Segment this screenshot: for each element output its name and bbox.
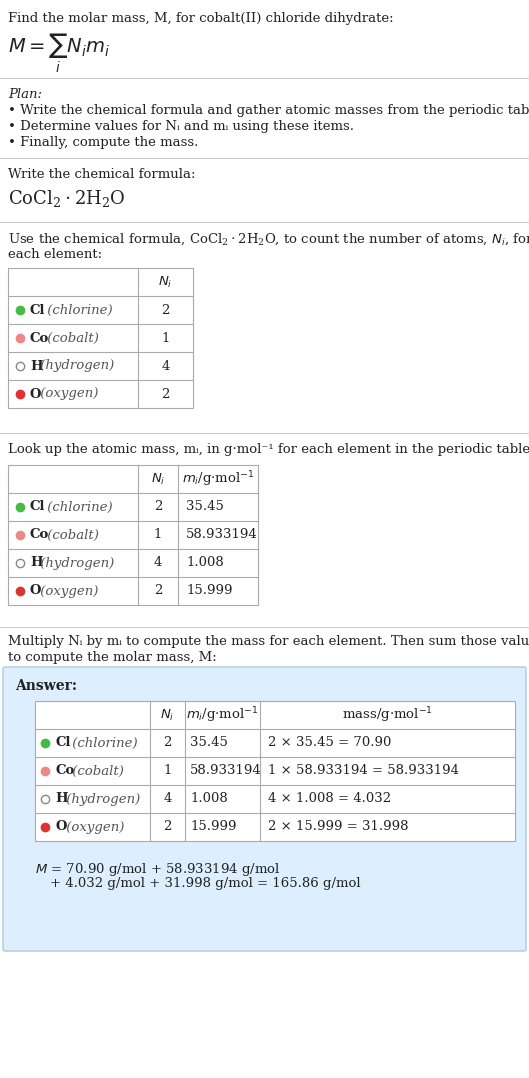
Text: each element:: each element: xyxy=(8,248,102,261)
Text: $M$ = 70.90 g/mol + 58.933194 g/mol: $M$ = 70.90 g/mol + 58.933194 g/mol xyxy=(35,861,280,877)
Text: H: H xyxy=(30,359,43,373)
Text: 58.933194: 58.933194 xyxy=(186,528,258,541)
Text: (hydrogen): (hydrogen) xyxy=(37,359,115,373)
Text: 2: 2 xyxy=(163,736,172,749)
Text: (hydrogen): (hydrogen) xyxy=(37,556,115,569)
Text: (cobalt): (cobalt) xyxy=(43,332,99,345)
Text: Co: Co xyxy=(30,332,49,345)
Text: Cl: Cl xyxy=(30,304,45,317)
Text: 58.933194: 58.933194 xyxy=(190,764,262,777)
Text: • Write the chemical formula and gather atomic masses from the periodic table.: • Write the chemical formula and gather … xyxy=(8,103,529,118)
Text: 1.008: 1.008 xyxy=(186,556,224,569)
Text: Co: Co xyxy=(55,764,74,777)
Text: $N_i$: $N_i$ xyxy=(160,707,175,722)
Bar xyxy=(8,268,193,407)
Text: + 4.032 g/mol + 31.998 g/mol = 165.86 g/mol: + 4.032 g/mol + 31.998 g/mol = 165.86 g/… xyxy=(50,877,361,890)
Bar xyxy=(35,701,515,841)
Text: • Finally, compute the mass.: • Finally, compute the mass. xyxy=(8,136,198,149)
Text: Co: Co xyxy=(30,528,49,541)
Text: 2: 2 xyxy=(163,820,172,833)
Bar xyxy=(8,465,258,605)
Text: 4: 4 xyxy=(161,359,170,373)
Text: (chlorine): (chlorine) xyxy=(68,736,138,749)
Text: Look up the atomic mass, mᵢ, in g·mol⁻¹ for each element in the periodic table:: Look up the atomic mass, mᵢ, in g·mol⁻¹ … xyxy=(8,443,529,456)
Text: (chlorine): (chlorine) xyxy=(43,304,113,317)
Text: Multiply Nᵢ by mᵢ to compute the mass for each element. Then sum those values to: Multiply Nᵢ by mᵢ to compute the mass fo… xyxy=(8,635,529,648)
Text: H: H xyxy=(55,792,68,805)
Text: 2: 2 xyxy=(161,304,170,317)
Text: to compute the molar mass, M:: to compute the molar mass, M: xyxy=(8,651,217,664)
Text: (hydrogen): (hydrogen) xyxy=(61,792,140,805)
Text: O: O xyxy=(30,387,41,401)
Text: 1 × 58.933194 = 58.933194: 1 × 58.933194 = 58.933194 xyxy=(268,764,459,777)
Text: $\mathregular{CoCl_2 \cdot 2H_2O}$: $\mathregular{CoCl_2 \cdot 2H_2O}$ xyxy=(8,188,125,209)
Text: 2: 2 xyxy=(154,584,162,597)
Text: 1: 1 xyxy=(154,528,162,541)
Text: 2: 2 xyxy=(154,500,162,513)
Text: $m_i$/g·mol$^{-1}$: $m_i$/g·mol$^{-1}$ xyxy=(186,705,259,724)
Text: Cl: Cl xyxy=(30,500,45,513)
Text: 2: 2 xyxy=(161,387,170,401)
Text: 4 × 1.008 = 4.032: 4 × 1.008 = 4.032 xyxy=(268,792,391,805)
Text: 4: 4 xyxy=(163,792,172,805)
Text: Cl: Cl xyxy=(55,736,70,749)
Text: 15.999: 15.999 xyxy=(190,820,236,833)
Text: 35.45: 35.45 xyxy=(190,736,228,749)
Text: 2 × 15.999 = 31.998: 2 × 15.999 = 31.998 xyxy=(268,820,408,833)
Text: (cobalt): (cobalt) xyxy=(43,528,99,541)
Text: O: O xyxy=(55,820,67,833)
Text: 4: 4 xyxy=(154,556,162,569)
Text: mass/g·mol$^{-1}$: mass/g·mol$^{-1}$ xyxy=(342,705,433,724)
Text: Answer:: Answer: xyxy=(15,679,77,693)
Text: 2 × 35.45 = 70.90: 2 × 35.45 = 70.90 xyxy=(268,736,391,749)
Text: Use the chemical formula, $\mathregular{CoCl_2 \cdot 2H_2O}$, to count the numbe: Use the chemical formula, $\mathregular{… xyxy=(8,232,529,248)
Text: Find the molar mass, M, for cobalt(II) chloride dihydrate:: Find the molar mass, M, for cobalt(II) c… xyxy=(8,12,394,25)
Text: (oxygen): (oxygen) xyxy=(37,387,99,401)
Text: 35.45: 35.45 xyxy=(186,500,224,513)
Text: $M = \sum_i N_i m_i$: $M = \sum_i N_i m_i$ xyxy=(8,32,110,75)
Text: 15.999: 15.999 xyxy=(186,584,233,597)
Text: O: O xyxy=(30,584,41,597)
Text: $N_i$: $N_i$ xyxy=(151,471,165,486)
Text: $N_i$: $N_i$ xyxy=(158,275,173,290)
Text: 1: 1 xyxy=(163,764,172,777)
Text: (cobalt): (cobalt) xyxy=(68,764,124,777)
Text: 1: 1 xyxy=(161,332,170,345)
Text: (oxygen): (oxygen) xyxy=(61,820,124,833)
Text: H: H xyxy=(30,556,43,569)
Text: $m_i$/g·mol$^{-1}$: $m_i$/g·mol$^{-1}$ xyxy=(181,469,254,488)
FancyBboxPatch shape xyxy=(3,667,526,951)
Text: (oxygen): (oxygen) xyxy=(37,584,99,597)
Text: Write the chemical formula:: Write the chemical formula: xyxy=(8,168,196,181)
Text: (chlorine): (chlorine) xyxy=(43,500,113,513)
Text: • Determine values for Nᵢ and mᵢ using these items.: • Determine values for Nᵢ and mᵢ using t… xyxy=(8,120,354,133)
Text: Plan:: Plan: xyxy=(8,88,42,101)
Text: 1.008: 1.008 xyxy=(190,792,228,805)
